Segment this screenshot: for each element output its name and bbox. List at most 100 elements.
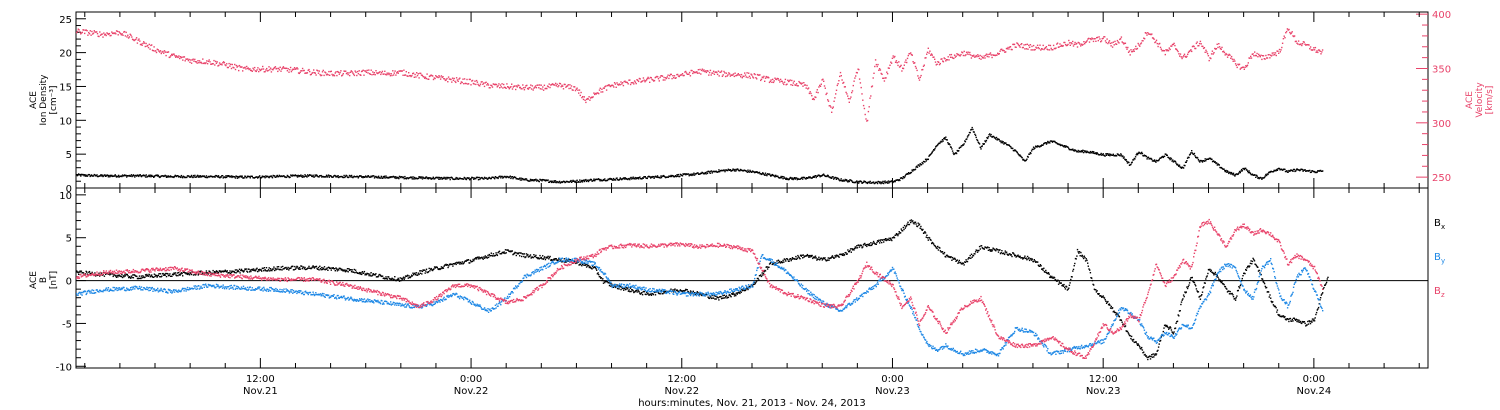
density-point (119, 175, 121, 177)
density-point (1080, 150, 1083, 152)
velocity-point (418, 77, 420, 79)
density-point (403, 178, 405, 180)
density-point (210, 175, 212, 177)
velocity-point (1139, 45, 1141, 47)
velocity-point (515, 85, 518, 87)
density-point (819, 176, 821, 178)
density-point (1158, 158, 1160, 161)
velocity-point (179, 56, 182, 58)
velocity-point (803, 82, 805, 84)
bx-point (824, 257, 826, 259)
density-point (835, 178, 838, 180)
density-point (314, 174, 316, 176)
density-point (781, 175, 784, 178)
density-point (994, 137, 996, 139)
density-point (360, 175, 362, 177)
density-point (1176, 163, 1179, 165)
velocity-point (712, 70, 715, 72)
density-point (981, 145, 983, 147)
velocity-point (1308, 44, 1310, 46)
velocity-point (195, 61, 198, 63)
velocity-point (1088, 41, 1091, 43)
density-point (352, 176, 355, 178)
velocity-point (159, 51, 161, 53)
velocity-point (906, 61, 908, 64)
density-point (619, 177, 621, 179)
density-point (1243, 167, 1245, 170)
bx-point (478, 256, 480, 258)
density-point (455, 176, 457, 179)
bx-point (428, 267, 430, 270)
velocity-point (1165, 49, 1167, 51)
bx-point (895, 234, 897, 236)
bx-point (254, 269, 256, 271)
velocity-point (1001, 49, 1004, 52)
velocity-point (163, 52, 165, 54)
velocity-point (1234, 63, 1237, 65)
bx-point (140, 277, 142, 280)
density-point (1077, 149, 1079, 152)
velocity-point (932, 56, 934, 58)
density-point (188, 175, 190, 177)
velocity-point (1025, 48, 1028, 50)
bx-point (622, 287, 624, 289)
density-point (1191, 150, 1193, 152)
density-point (841, 180, 844, 182)
velocity-point (1032, 44, 1035, 47)
bx-point (338, 269, 340, 271)
density-point (1042, 144, 1044, 146)
density-point (535, 180, 538, 182)
bx-point (1070, 278, 1072, 281)
density-point (427, 178, 430, 180)
velocity-point (952, 57, 954, 59)
density-point (1027, 156, 1029, 158)
density-point (1020, 156, 1023, 158)
velocity-point (285, 67, 288, 69)
velocity-point (985, 53, 988, 55)
bx-point (652, 293, 654, 295)
velocity-point (1100, 40, 1103, 42)
density-point (583, 179, 585, 181)
velocity-point (769, 80, 771, 83)
velocity-point (580, 91, 582, 94)
bx-point (249, 269, 251, 271)
bx-point (311, 266, 314, 268)
density-point (518, 178, 520, 180)
velocity-point (268, 66, 270, 68)
velocity-point (369, 73, 372, 75)
bx-point (971, 256, 973, 258)
velocity-point (1218, 46, 1221, 48)
bx-point (1012, 252, 1015, 254)
bx-point (610, 283, 613, 285)
velocity-point (1014, 46, 1016, 48)
bx-point (481, 256, 483, 258)
velocity-point (354, 70, 356, 72)
velocity-point (1155, 41, 1157, 43)
bx-point (625, 286, 628, 289)
velocity-point (1163, 50, 1166, 52)
bx-point (686, 289, 688, 291)
density-point (949, 144, 951, 146)
bx-point (923, 232, 925, 234)
velocity-point (1204, 51, 1206, 53)
density-point (487, 177, 490, 179)
velocity-point (1112, 41, 1115, 43)
velocity-point (178, 55, 180, 57)
bx-point (806, 253, 809, 256)
velocity-point (756, 78, 758, 80)
bx-point (761, 272, 763, 274)
velocity-point (349, 74, 351, 77)
velocity-point (898, 66, 901, 68)
bx-point (740, 291, 742, 293)
velocity-point (1022, 46, 1024, 49)
bx-point (492, 253, 495, 255)
velocity-point (1249, 57, 1251, 59)
density-point (800, 177, 802, 179)
bx-point (141, 277, 143, 279)
velocity-point (214, 64, 216, 66)
density-point (1123, 156, 1125, 158)
velocity-point (1035, 46, 1037, 48)
velocity-point (620, 81, 622, 83)
velocity-point (999, 50, 1001, 52)
velocity-point (1292, 35, 1294, 37)
